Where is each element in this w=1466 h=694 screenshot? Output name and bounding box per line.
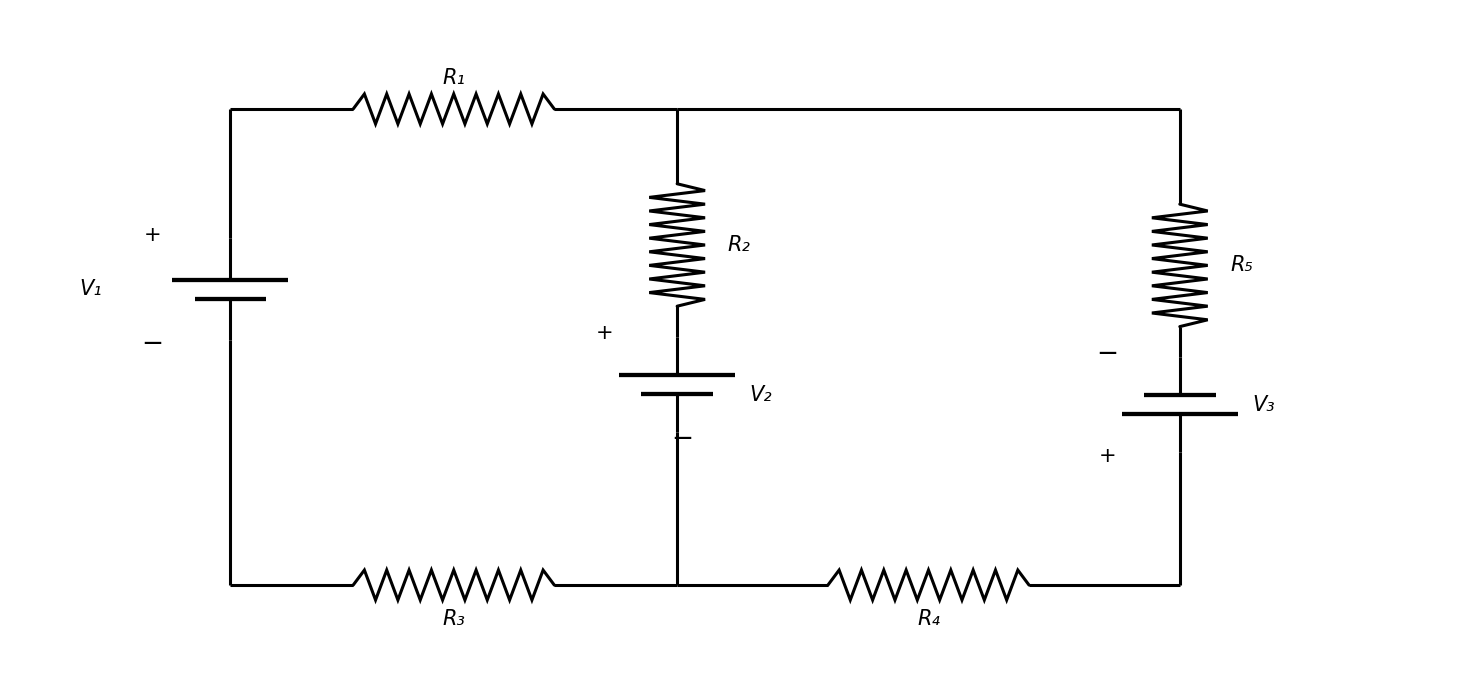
Text: V₃: V₃ (1252, 395, 1275, 415)
Text: V₁: V₁ (79, 279, 103, 299)
Text: +: + (595, 323, 613, 344)
Text: R₅: R₅ (1230, 255, 1253, 276)
Text: R₂: R₂ (727, 235, 751, 255)
Text: R₄: R₄ (918, 609, 940, 629)
Text: +: + (1098, 446, 1116, 466)
Text: R₃: R₃ (443, 609, 465, 629)
Text: +: + (144, 225, 161, 245)
Text: −: − (1097, 341, 1119, 367)
Text: V₂: V₂ (749, 384, 773, 405)
Text: −: − (671, 426, 693, 452)
Text: −: − (141, 330, 163, 357)
Text: R₁: R₁ (443, 68, 465, 88)
